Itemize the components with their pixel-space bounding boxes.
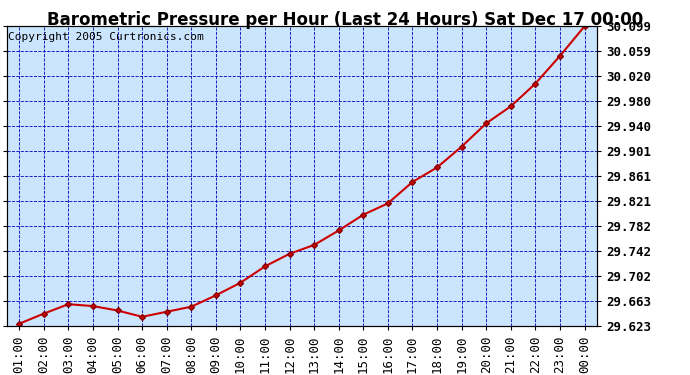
Text: Copyright 2005 Curtronics.com: Copyright 2005 Curtronics.com (8, 32, 204, 42)
Text: Barometric Pressure per Hour (Last 24 Hours) Sat Dec 17 00:00: Barometric Pressure per Hour (Last 24 Ho… (47, 11, 643, 29)
